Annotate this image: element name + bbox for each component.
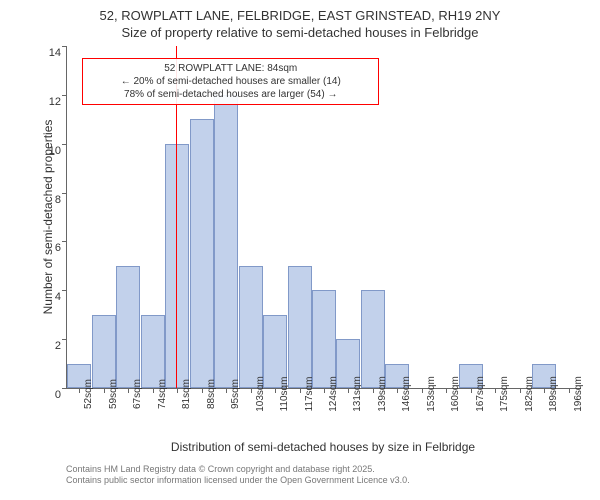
x-tick-mark [79,388,80,393]
histogram-bar [214,95,238,388]
y-tick-label: 14 [49,47,67,59]
x-tick-mark [397,388,398,393]
histogram-bar [312,290,336,388]
x-tick-label: 146sqm [401,376,412,412]
annotation-line: 78% of semi-detached houses are larger (… [89,88,372,101]
y-tick-label: 10 [49,145,67,157]
histogram-bar [116,266,140,388]
y-tick-mark [62,95,67,96]
x-tick-mark [495,388,496,393]
x-tick-mark [104,388,105,393]
y-tick-mark [62,290,67,291]
histogram-bar [239,266,263,388]
x-tick-mark [446,388,447,393]
annotation-line: 52 ROWPLATT LANE: 84sqm [89,62,372,75]
x-axis-label: Distribution of semi-detached houses by … [66,440,580,454]
x-tick-mark [153,388,154,393]
x-tick-mark [275,388,276,393]
x-tick-mark [251,388,252,393]
histogram-bar [165,144,189,388]
histogram-bar [190,119,214,388]
histogram-bar [141,315,165,388]
x-tick-mark [348,388,349,393]
x-tick-label: 167sqm [475,376,486,412]
y-tick-label: 2 [55,340,67,352]
x-tick-mark [520,388,521,393]
x-tick-mark [422,388,423,393]
plot-area: 0246810121452sqm59sqm67sqm74sqm81sqm88sq… [66,46,581,389]
annotation-box: 52 ROWPLATT LANE: 84sqm← 20% of semi-det… [82,58,379,105]
y-tick-mark [62,388,67,389]
title-line-2: Size of property relative to semi-detach… [0,25,600,42]
y-tick-label: 0 [55,389,67,401]
annotation-line: ← 20% of semi-detached houses are smalle… [89,75,372,88]
y-axis-label: Number of semi-detached properties [41,87,55,347]
title-block: 52, ROWPLATT LANE, FELBRIDGE, EAST GRINS… [0,0,600,42]
x-tick-mark [544,388,545,393]
x-tick-mark [324,388,325,393]
footer-line-1: Contains HM Land Registry data © Crown c… [66,464,410,475]
x-tick-label: 175sqm [499,376,510,412]
histogram-bar [92,315,116,388]
x-tick-mark [177,388,178,393]
y-tick-label: 6 [55,242,67,254]
x-tick-mark [202,388,203,393]
title-line-1: 52, ROWPLATT LANE, FELBRIDGE, EAST GRINS… [0,8,600,25]
y-tick-label: 8 [55,194,67,206]
x-tick-mark [569,388,570,393]
x-tick-label: 189sqm [548,376,559,412]
x-tick-mark [128,388,129,393]
y-tick-label: 4 [55,291,67,303]
x-tick-mark [300,388,301,393]
y-tick-mark [62,339,67,340]
y-tick-mark [62,46,67,47]
footer: Contains HM Land Registry data © Crown c… [66,464,410,486]
x-tick-label: 153sqm [426,376,437,412]
y-tick-mark [62,144,67,145]
x-tick-mark [471,388,472,393]
y-tick-mark [62,193,67,194]
y-tick-mark [62,241,67,242]
x-tick-mark [226,388,227,393]
histogram-bar [361,290,385,388]
x-tick-mark [373,388,374,393]
footer-line-2: Contains public sector information licen… [66,475,410,486]
histogram-bar [288,266,312,388]
y-tick-label: 12 [49,96,67,108]
x-tick-label: 196sqm [573,376,584,412]
chart-container: 52, ROWPLATT LANE, FELBRIDGE, EAST GRINS… [0,0,600,500]
